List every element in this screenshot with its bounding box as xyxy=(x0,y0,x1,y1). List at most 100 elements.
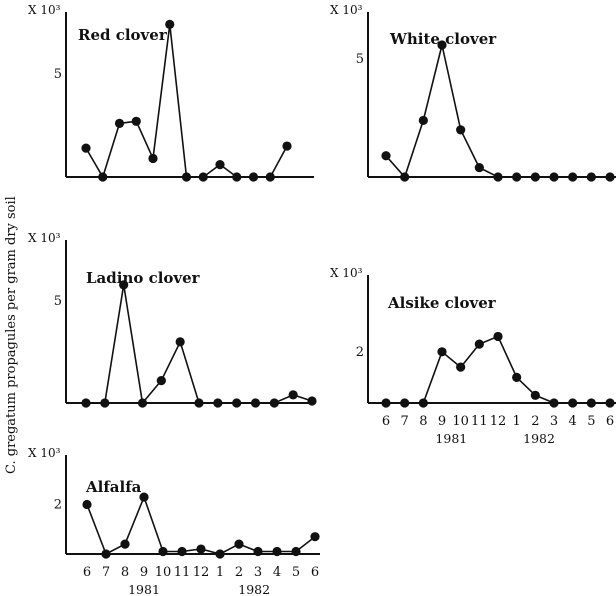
x-tick-label: 12 xyxy=(193,565,210,580)
data-point xyxy=(148,153,158,164)
data-point xyxy=(493,172,503,182)
data-point xyxy=(437,347,447,357)
x-tick-label: 6 xyxy=(311,565,319,580)
data-point xyxy=(493,331,503,342)
x-tick-label: 9 xyxy=(140,565,148,580)
data-point xyxy=(175,337,185,347)
x-tick-label: 8 xyxy=(121,565,129,580)
data-point xyxy=(530,390,540,400)
y-tick-label: 2 xyxy=(356,345,364,360)
year-label: 1981 xyxy=(128,582,160,596)
data-point xyxy=(310,532,320,542)
x-tick-label: 1 xyxy=(513,414,521,429)
data-point xyxy=(456,125,466,135)
data-point xyxy=(81,143,91,153)
data-point xyxy=(265,172,275,182)
data-point xyxy=(568,398,578,408)
data-point xyxy=(400,398,410,408)
data-point xyxy=(81,398,91,408)
data-point xyxy=(288,390,298,400)
data-point xyxy=(568,172,578,182)
panel-red-clover: X 10³ 5 Red clover xyxy=(28,3,314,182)
data-point xyxy=(131,116,141,126)
x-tick-label: 10 xyxy=(155,565,172,580)
scale-label: X 10³ xyxy=(28,231,61,245)
x-tick-label: 3 xyxy=(254,565,262,580)
x-tick-label: 5 xyxy=(587,414,595,429)
year-label: 1982 xyxy=(523,431,555,446)
data-point xyxy=(156,375,166,386)
data-point xyxy=(437,40,447,50)
data-point xyxy=(232,398,242,408)
data-point xyxy=(139,492,149,502)
panel-title: Ladino clover xyxy=(86,269,201,287)
data-point xyxy=(213,398,223,408)
data-point xyxy=(549,172,559,182)
data-point xyxy=(381,398,391,408)
data-point xyxy=(119,280,129,290)
data-point xyxy=(605,172,615,182)
data-point xyxy=(474,339,484,349)
data-point xyxy=(400,172,410,182)
panel-title: White clover xyxy=(389,30,497,48)
x-tick-label: 4 xyxy=(273,565,281,580)
data-point xyxy=(196,544,206,554)
data-point xyxy=(158,546,168,557)
x-tick-label: 8 xyxy=(419,414,427,429)
panel-title: Alfalfa xyxy=(85,478,142,496)
data-point xyxy=(474,162,484,173)
y-tick-label: 5 xyxy=(356,52,364,67)
x-tick-label: 5 xyxy=(292,565,300,580)
x-tick-label: 2 xyxy=(235,565,243,580)
x-tick-label: 7 xyxy=(102,565,110,580)
data-point xyxy=(605,398,615,408)
data-point xyxy=(248,172,259,182)
x-tick-label: 9 xyxy=(438,414,446,429)
scale-label: X 10³ xyxy=(330,3,363,17)
x-tick-label: 3 xyxy=(550,414,558,429)
data-point xyxy=(177,546,187,557)
data-point xyxy=(512,172,522,182)
series-line xyxy=(386,335,610,404)
data-point xyxy=(98,172,108,182)
data-point xyxy=(194,398,204,408)
x-tick-label: 6 xyxy=(606,414,614,429)
data-point xyxy=(291,546,301,557)
series-line xyxy=(385,44,610,179)
x-tick-label: 2 xyxy=(531,414,539,429)
panel-title: Alsike clover xyxy=(387,294,497,312)
data-point xyxy=(530,172,540,182)
scale-label: X 10³ xyxy=(330,266,363,280)
year-label: 1982 xyxy=(238,582,270,596)
x-tick-label: 12 xyxy=(490,414,507,429)
scale-label: X 10³ xyxy=(28,446,61,460)
data-point xyxy=(586,172,596,182)
data-point xyxy=(272,546,282,557)
x-tick-label: 11 xyxy=(174,565,191,580)
data-point xyxy=(120,539,130,549)
data-point xyxy=(418,115,428,126)
y-tick-label: 2 xyxy=(54,498,62,513)
data-point xyxy=(512,372,522,382)
x-tick-label: 6 xyxy=(382,414,390,429)
data-point xyxy=(165,19,175,29)
panel-title: Red clover xyxy=(78,26,168,44)
x-tick-label: 6 xyxy=(83,565,91,580)
series-line xyxy=(86,284,313,405)
data-point xyxy=(82,499,92,510)
x-tick-label: 7 xyxy=(401,414,409,429)
data-point xyxy=(101,549,111,559)
y-tick-label: 5 xyxy=(54,67,62,82)
data-point xyxy=(198,172,208,182)
x-tick-label: 4 xyxy=(569,414,577,429)
panel-white-clover: X 10³ 5 White clover xyxy=(330,3,616,182)
year-label: 1981 xyxy=(435,431,467,446)
data-point xyxy=(232,172,242,182)
data-point xyxy=(215,160,225,170)
data-point xyxy=(250,398,261,408)
data-point xyxy=(282,141,292,151)
data-point xyxy=(418,398,428,408)
